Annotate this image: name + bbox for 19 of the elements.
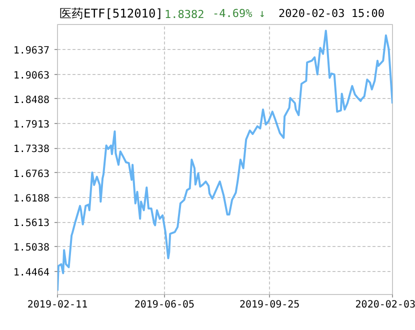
y-tick-label: 1.9637 — [13, 46, 50, 57]
y-tick-label: 1.5038 — [13, 242, 50, 254]
y-tick-label: 1.6188 — [13, 193, 50, 204]
x-tick-label: 2020-02-03 — [355, 300, 415, 310]
x-tick-label: 2019-09-25 — [239, 300, 300, 310]
y-tick-label: 1.8488 — [13, 94, 50, 106]
chart-title: 医药ETF[512010] — [60, 6, 163, 20]
text: 2020-02-03 15:00 — [278, 7, 384, 20]
text: -4.69% ↓ — [212, 7, 266, 20]
y-tick-label: 1.7913 — [13, 120, 50, 131]
y-tick-label: 1.5613 — [13, 218, 50, 230]
text: 1.8382 — [164, 8, 204, 21]
y-tick-label: 1.6763 — [13, 168, 50, 180]
y-tick-label: 1.4464 — [13, 267, 50, 278]
line-series — [58, 30, 392, 292]
x-tick-label: 2019-02-11 — [27, 300, 88, 310]
y-tick-label: 1.7338 — [13, 144, 50, 156]
x-tick-label: 2019-06-05 — [134, 300, 195, 310]
y-tick-label: 1.9063 — [13, 70, 50, 82]
